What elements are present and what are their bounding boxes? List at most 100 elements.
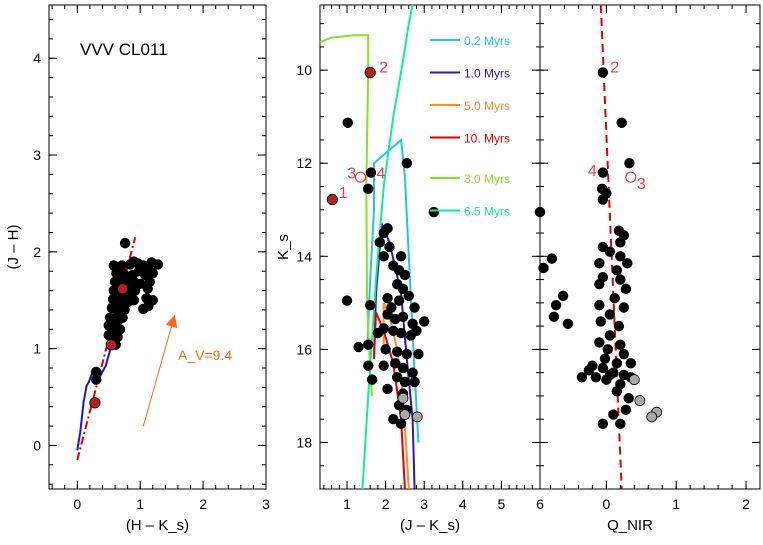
data-point <box>538 262 549 274</box>
gray-point <box>397 392 409 404</box>
x-tick-label: 2 <box>742 496 750 512</box>
data-point <box>613 320 625 332</box>
open-point <box>625 171 637 183</box>
open-point <box>354 171 367 183</box>
reddening-arrow-shaft <box>142 314 176 427</box>
data-point <box>378 323 389 334</box>
data-point <box>597 67 609 78</box>
data-point <box>382 309 393 320</box>
data-point <box>615 418 626 430</box>
data-point <box>90 366 102 378</box>
y-tick-label: 14 <box>296 248 312 264</box>
data-point <box>399 376 411 388</box>
data-point <box>119 237 131 249</box>
data-point <box>604 246 616 257</box>
data-point <box>128 295 140 306</box>
data-point <box>116 260 128 271</box>
data-point <box>597 167 609 178</box>
star-label: 4 <box>588 163 597 180</box>
data-point <box>397 311 409 323</box>
star-label: 2 <box>379 59 388 76</box>
highlighted-point <box>364 66 376 79</box>
x-tick-label: 1 <box>672 496 680 512</box>
data-point <box>143 300 154 312</box>
data-point <box>615 251 626 262</box>
y-tick-label: 4 <box>33 50 41 66</box>
color-color-panel: 0 1 2 3 0 1 2 3 4 VVV CL011 A_V=9.4 (H – K_s) (J – H… <box>5 4 270 534</box>
data-point <box>409 302 420 313</box>
legend-label: 0.2 Myrs <box>464 34 510 48</box>
data-point <box>384 241 395 253</box>
data-point <box>399 269 411 281</box>
data-point <box>364 299 376 311</box>
x-tick-label: 2 <box>199 496 207 512</box>
data-point <box>152 259 164 270</box>
gray-point <box>646 411 658 423</box>
reddening-arrow-head <box>165 314 178 328</box>
x-tick-label: 2 <box>382 496 390 512</box>
data-point <box>576 372 588 383</box>
data-point <box>550 299 562 311</box>
data-point <box>342 117 353 128</box>
y-tick-label: 12 <box>296 155 312 171</box>
x-axis-label: (H – K_s) <box>126 517 189 534</box>
data-point <box>413 348 424 360</box>
data-point <box>583 365 595 376</box>
data-point <box>546 253 558 264</box>
data-point <box>395 251 407 262</box>
data-point <box>363 183 374 195</box>
data-point <box>401 348 413 360</box>
data-point <box>534 206 546 218</box>
data-point <box>390 358 401 369</box>
data-point <box>611 358 623 369</box>
data-point <box>595 316 606 327</box>
star-label: 3 <box>347 166 356 183</box>
data-point <box>401 158 413 169</box>
gray-point <box>411 411 423 423</box>
data-point <box>548 311 560 323</box>
data-point <box>366 374 378 385</box>
data-point <box>557 290 569 302</box>
data-point <box>411 325 422 336</box>
reddening-line <box>76 237 137 461</box>
data-point <box>393 295 405 306</box>
reddening-arrow-label: A_V=9.4 <box>178 347 232 363</box>
legend-label: 3.0 Myrs <box>464 172 510 186</box>
data-point <box>615 237 626 248</box>
data-point <box>597 362 609 374</box>
data-point <box>395 327 407 339</box>
data-point <box>618 348 630 360</box>
intrinsic-sequence-line <box>76 343 113 451</box>
data-point <box>620 404 632 416</box>
x-tick-label: 6 <box>536 496 544 512</box>
data-point <box>353 341 364 353</box>
x-tick-label: 0 <box>602 496 610 512</box>
data-point <box>391 372 403 383</box>
star-label: 4 <box>377 166 386 183</box>
highlighted-point <box>105 339 117 351</box>
data-point <box>407 367 418 378</box>
x-axis-label: (J – K_s) <box>400 517 460 534</box>
legend-label: 5.0 Myrs <box>464 99 510 113</box>
data-point <box>608 409 619 420</box>
x-tick-label: 3 <box>420 496 428 512</box>
y-tick-label: 10 <box>296 62 312 78</box>
x-tick-label: 1 <box>136 496 144 512</box>
data-point <box>378 251 389 262</box>
y-tick-label: 2 <box>33 244 41 260</box>
data-point <box>601 374 612 385</box>
data-point <box>391 346 403 357</box>
x-tick-label: 0 <box>73 496 81 512</box>
legend-label: 1.0 Myrs <box>464 67 510 81</box>
data-point <box>615 274 626 285</box>
data-point <box>397 362 409 374</box>
data-point <box>147 267 158 279</box>
data-point <box>365 167 377 178</box>
data-point <box>615 339 626 350</box>
y-tick-label: 0 <box>33 437 41 453</box>
data-point <box>363 339 374 350</box>
reference-line <box>599 4 623 490</box>
data-point <box>604 309 616 320</box>
